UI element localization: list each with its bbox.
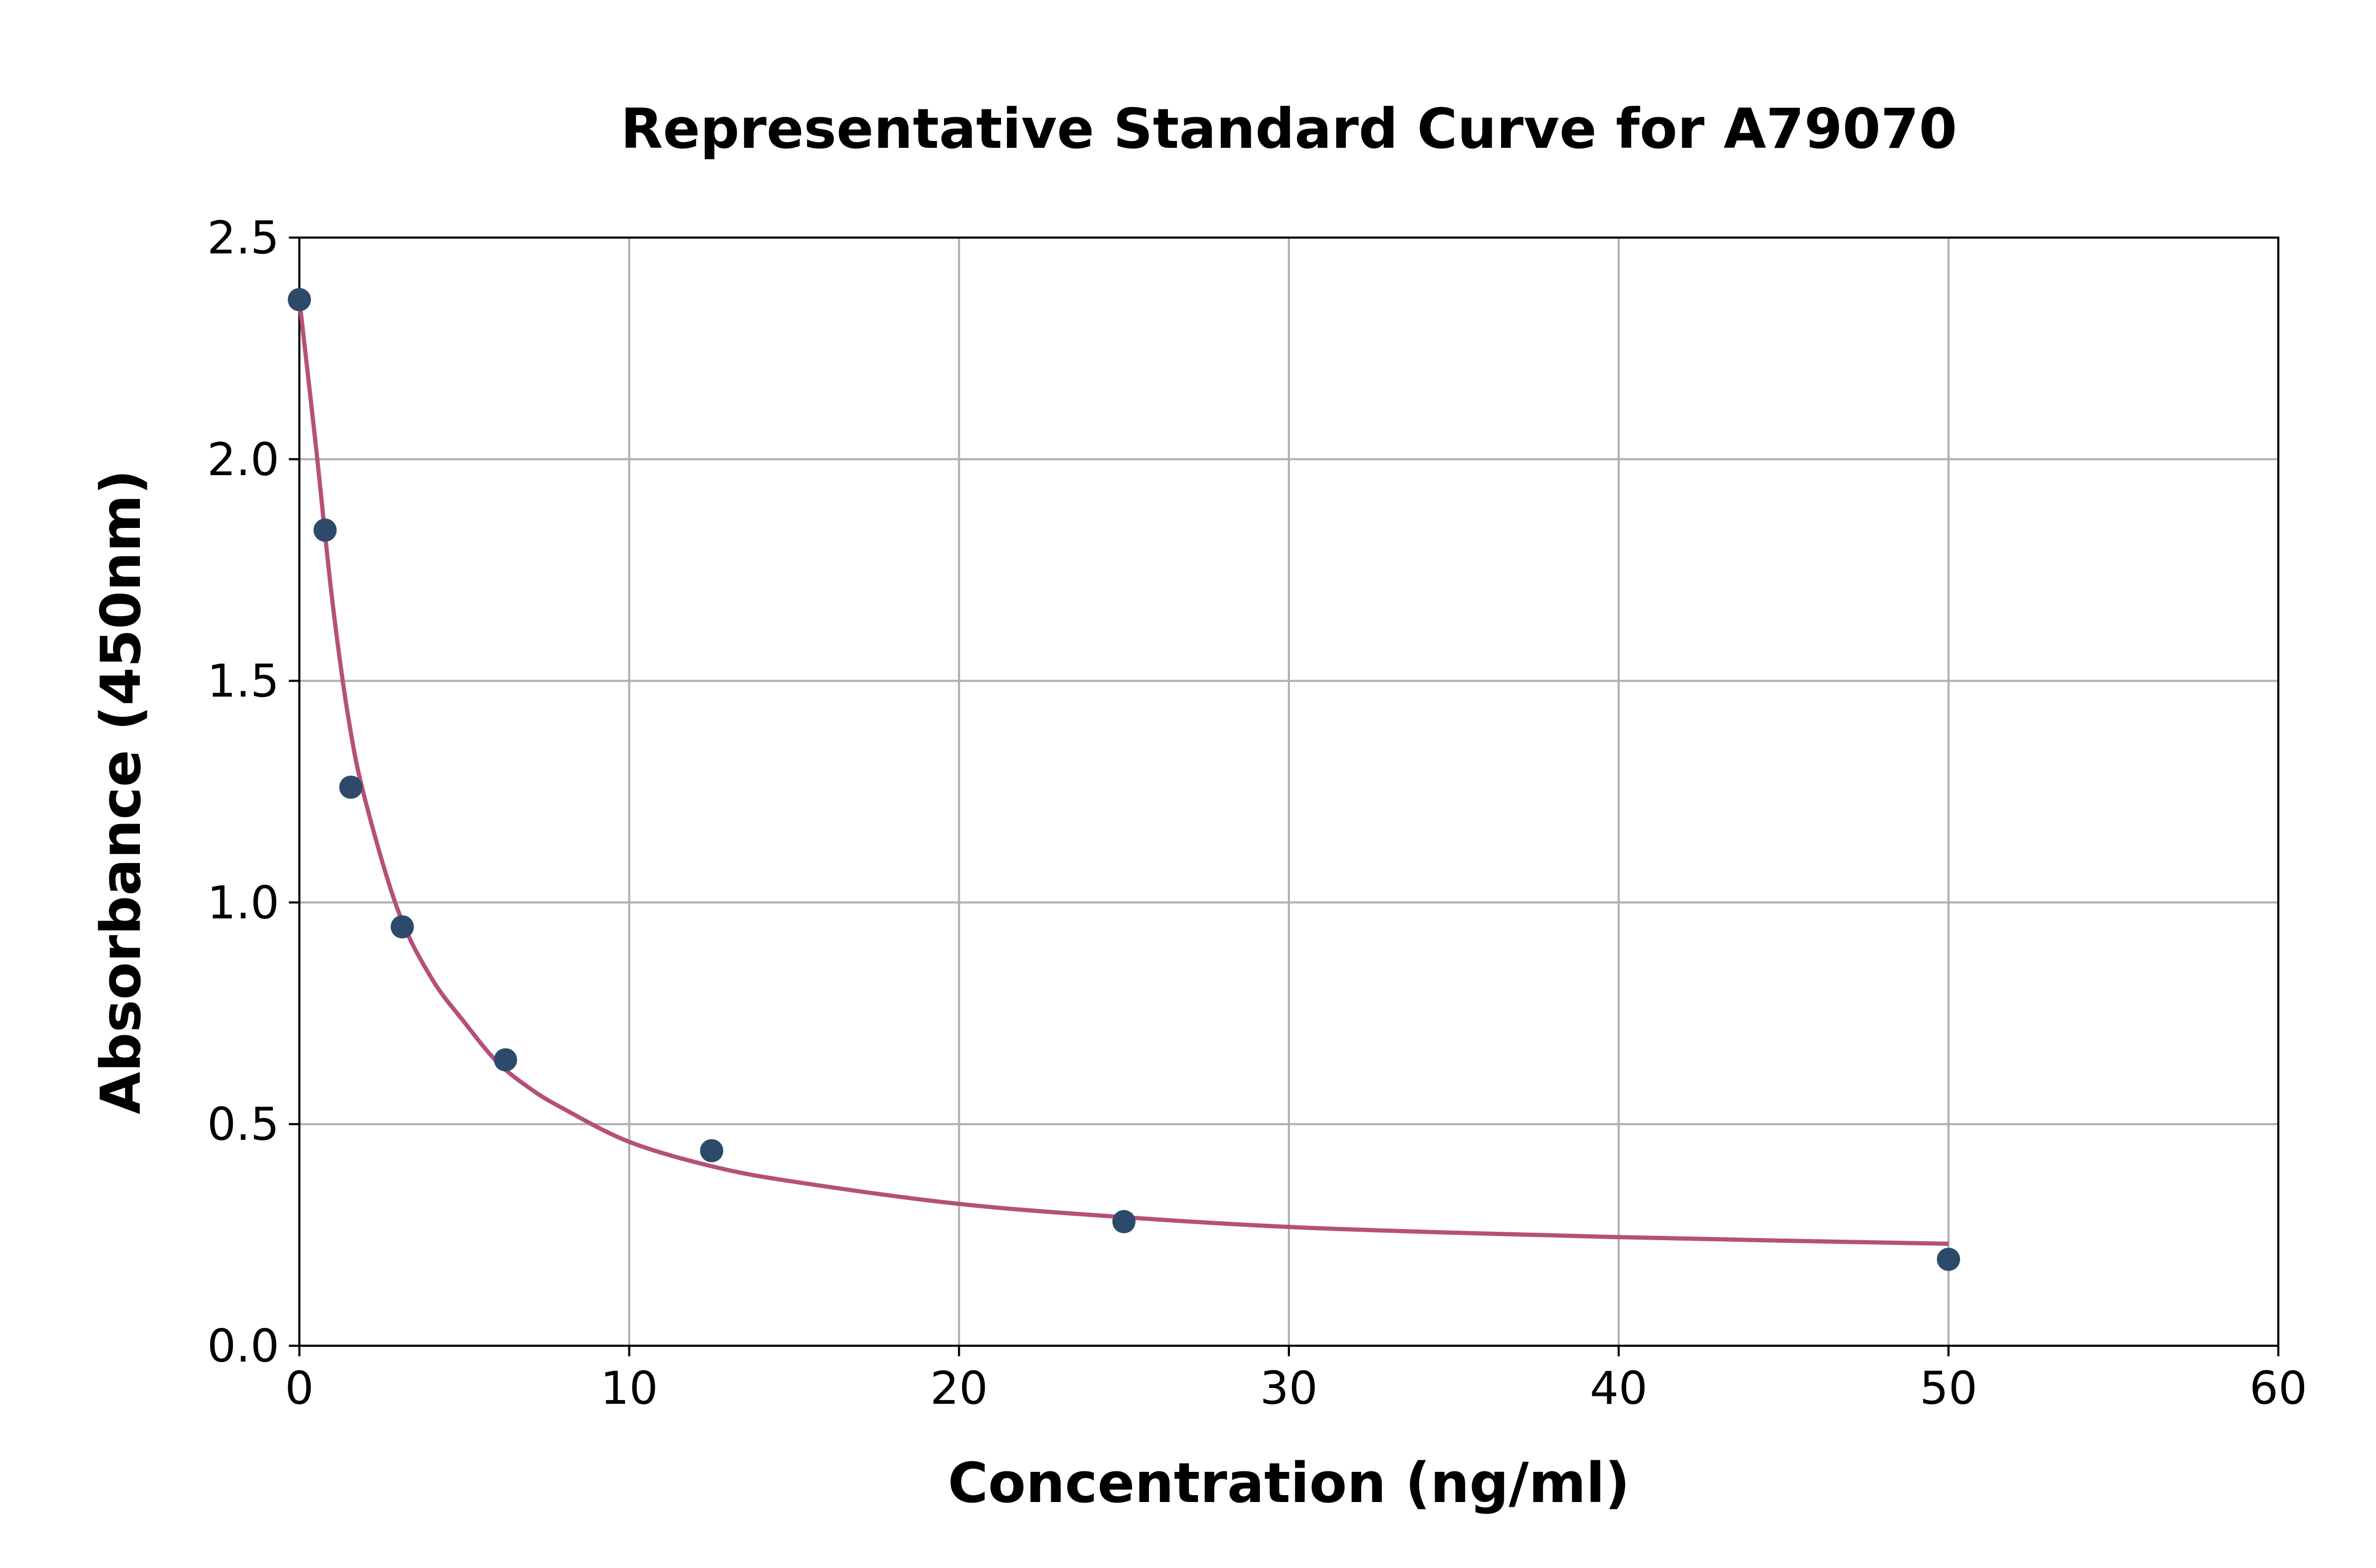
y-tick-label: 2.0	[207, 433, 279, 486]
x-tick-label: 20	[930, 1362, 988, 1415]
x-tick-label: 0	[285, 1362, 314, 1415]
data-point	[494, 1048, 517, 1072]
y-tick-label: 1.5	[207, 655, 279, 708]
x-axis-label: Concentration (ng/ml)	[948, 1451, 1630, 1515]
chart-title: Representative Standard Curve for A79070	[620, 97, 1957, 161]
x-tick-label: 60	[2249, 1362, 2307, 1415]
y-tick-label: 1.0	[207, 876, 279, 929]
axis-ticks	[289, 237, 2279, 1356]
data-points	[288, 288, 1960, 1271]
data-point	[700, 1139, 723, 1163]
data-point	[1112, 1210, 1136, 1233]
data-point	[313, 518, 337, 542]
data-point	[339, 776, 363, 799]
x-tick-label: 50	[1920, 1362, 1977, 1415]
fit-curve	[297, 299, 1949, 1246]
x-tick-label: 30	[1260, 1362, 1317, 1415]
fit-curve-line	[297, 299, 1949, 1246]
x-tick-label: 40	[1590, 1362, 1647, 1415]
y-tick-label: 2.5	[207, 212, 279, 265]
y-axis-label: Absorbance (450nm)	[89, 469, 153, 1114]
grid-lines	[298, 237, 2279, 1347]
data-point	[288, 288, 311, 311]
x-tick-label: 10	[600, 1362, 658, 1415]
data-point	[390, 915, 414, 939]
data-point	[1937, 1248, 1960, 1271]
y-tick-label: 0.0	[207, 1320, 279, 1373]
y-tick-label: 0.5	[207, 1098, 279, 1151]
